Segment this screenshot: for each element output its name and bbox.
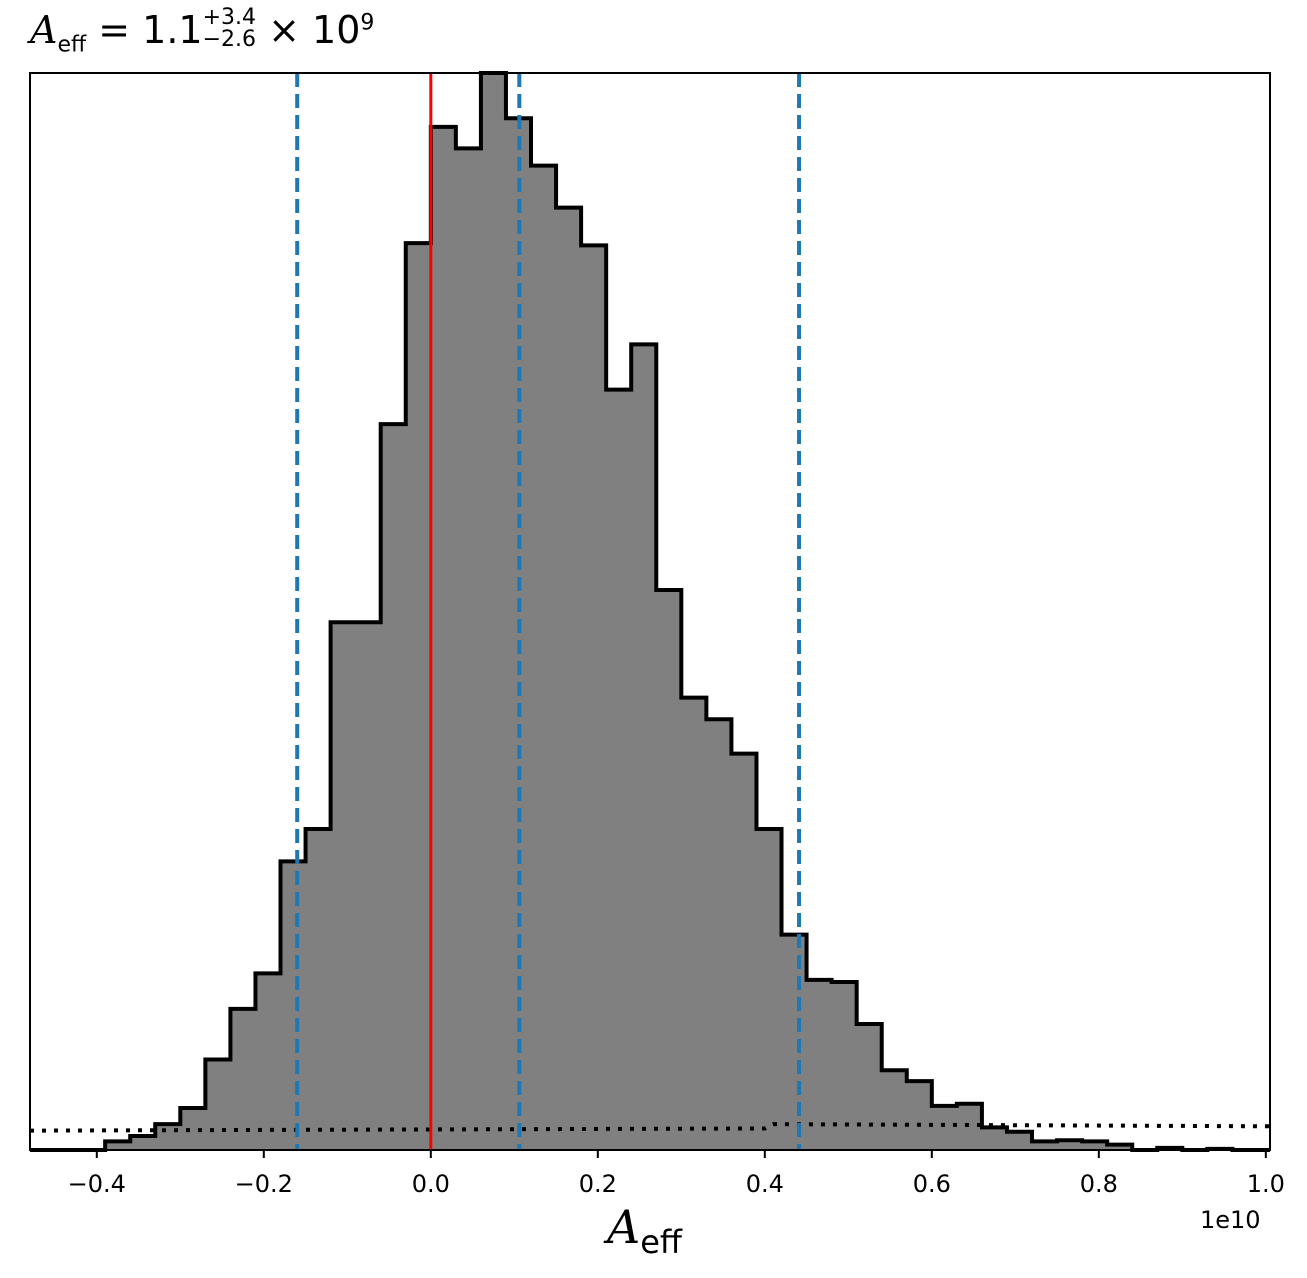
title-value: = 1.1 [98,8,203,52]
title-upper-error: +3.4 [202,4,257,30]
x-tick-label: −0.2 [235,1170,293,1198]
x-axis-label: Aeff [607,1200,682,1261]
title-symbol: A [30,8,58,52]
histogram-bar [105,1141,131,1150]
xlabel-subscript: eff [640,1223,682,1262]
histogram-bar [380,424,407,1150]
histogram-outline [30,71,1270,1152]
chart-title: Aeff = 1.1 +3.4 −2.6 × 109 [30,4,375,58]
x-tick-label: 0.0 [412,1170,450,1198]
histogram-bar [781,934,808,1150]
x-tick-label: −0.4 [68,1170,126,1198]
histogram-bar [706,719,732,1150]
histogram-bar [1006,1131,1033,1150]
histogram-bar [756,829,783,1150]
histogram-bar [656,589,682,1150]
x-axis-ticks: −0.4 −0.2 0.0 0.2 0.4 0.6 0.8 1.0 [68,1150,1285,1198]
histogram-bar [881,1070,908,1150]
histogram-bar [1082,1141,1108,1150]
histogram-bar [430,126,457,1151]
histogram-bar [280,861,307,1150]
histogram-bar [556,207,582,1150]
plot-area [29,71,1271,1152]
title-lower-error: −2.6 [202,26,257,52]
histogram-bar [355,622,382,1150]
x-tick-label: 1.0 [1247,1170,1285,1198]
histogram-bar [631,344,657,1150]
histogram-bar [330,622,357,1150]
histogram-bar [606,389,632,1150]
title-errors: +3.4 −2.6 [202,4,257,52]
histogram-bar [581,245,607,1150]
histogram-bar [931,1105,958,1150]
histogram-bar [1107,1144,1133,1150]
histogram-bar [531,165,557,1150]
histogram-bar [906,1081,933,1150]
histogram-bar [981,1127,1008,1150]
histogram-bar [831,981,858,1150]
histogram-bar [806,979,833,1150]
histogram-bar [455,148,482,1150]
histogram-bar [731,753,757,1150]
histogram-bar [205,1059,231,1150]
histogram-bar [180,1107,206,1150]
axes-frame [29,72,1271,1151]
histogram-bar [480,73,507,1150]
histogram-bar [1032,1141,1058,1150]
histogram-bar [130,1135,156,1150]
x-axis-offset-label: 1e10 [1200,1206,1261,1234]
x-tick-label: 0.6 [913,1170,951,1198]
histogram-bar [405,243,432,1150]
histogram-bar [681,697,707,1150]
x-tick-label: 0.4 [746,1170,784,1198]
xlabel-symbol: A [607,1200,641,1254]
histogram-bar [1057,1140,1083,1150]
histogram-bar [255,973,282,1150]
x-tick-label: 0.2 [579,1170,617,1198]
histogram-bar [305,829,332,1150]
histogram-bar [856,1023,883,1150]
title-times: × 10 [268,8,361,52]
histogram-bar [230,1008,256,1150]
title-subscript: eff [57,32,87,58]
title-exponent: 9 [360,10,375,36]
x-tick-label: 0.8 [1080,1170,1118,1198]
histogram-bar [155,1124,181,1150]
